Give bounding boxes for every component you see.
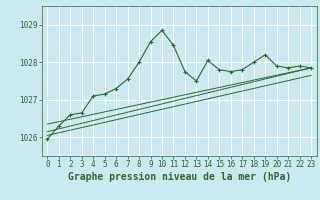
X-axis label: Graphe pression niveau de la mer (hPa): Graphe pression niveau de la mer (hPa) [68, 172, 291, 182]
